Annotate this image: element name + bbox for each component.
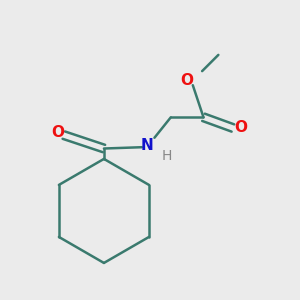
Text: O: O bbox=[51, 125, 64, 140]
Text: O: O bbox=[180, 73, 193, 88]
Text: O: O bbox=[234, 120, 247, 135]
Text: H: H bbox=[161, 149, 172, 163]
Text: N: N bbox=[141, 138, 153, 153]
